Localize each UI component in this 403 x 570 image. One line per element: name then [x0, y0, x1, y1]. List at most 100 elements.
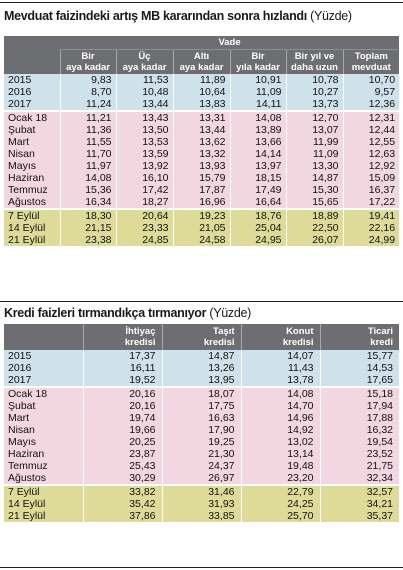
rate-cell: 19,48 — [240, 460, 320, 472]
rate-cell: 33,82 — [82, 484, 162, 498]
rate-cell: 11,89 — [172, 74, 230, 86]
table-row: 2017 19,52 13,95 13,78 17,65 — [4, 374, 399, 387]
table-row: 14 Eylül 35,42 31,93 24,25 34,21 — [4, 498, 399, 510]
rate-cell: 19,23 — [172, 208, 230, 222]
section-rule — [0, 301, 403, 302]
credit-column-header: Taşıt kredisi — [161, 324, 241, 350]
credit-rate-table: İhtiyaç kredisi Taşıt kredisi Konut kredisi Ti… — [4, 324, 399, 522]
table-row: Mayıs 20,25 19,25 13,02 19,54 — [4, 436, 399, 448]
deposit-table-body: 2015 9,83 11,53 11,89 10,91 10,78 10,70 2016 8,7… — [4, 74, 400, 246]
rate-cell: 11,24 — [59, 98, 116, 111]
deposit-title: Mevduat faizindeki artış MB kararından s… — [4, 9, 352, 23]
rate-cell: 12,44 — [342, 124, 400, 136]
row-label: 2017 — [4, 374, 83, 387]
rate-cell: 13,02 — [240, 436, 320, 448]
rate-cell: 20,64 — [115, 208, 173, 222]
rate-cell: 14,87 — [285, 172, 343, 184]
rate-cell: 18,89 — [285, 208, 343, 222]
rate-cell: 23,52 — [319, 448, 399, 460]
table-row: Mayıs 11,97 13,92 13,93 13,97 13,30 12,92 — [4, 160, 400, 172]
rate-cell: 35,42 — [82, 498, 162, 510]
rate-cell: 16,11 — [82, 362, 162, 374]
rate-cell: 21,75 — [319, 460, 399, 472]
rate-cell: 14,08 — [240, 386, 320, 400]
table-row: 2016 8,70 10,48 10,64 11,09 10,27 9,57 — [4, 86, 400, 98]
credit-column-headers: İhtiyaç kredisi Taşıt kredisi Konut kredisi Ti… — [4, 324, 399, 350]
rate-cell: 21,15 — [59, 222, 116, 234]
rate-cell: 24,25 — [240, 498, 320, 510]
table-row: Şubat 20,16 17,75 14,70 17,94 — [4, 400, 399, 412]
rate-cell: 14,70 — [240, 400, 320, 412]
rate-cell: 17,65 — [319, 374, 399, 387]
row-label: Ağustos — [4, 196, 60, 209]
deposit-title-unit: (Yüzde) — [310, 9, 352, 23]
rate-cell: 22,79 — [240, 484, 320, 498]
rate-cell: 11,09 — [285, 148, 343, 160]
rate-cell: 11,09 — [229, 86, 286, 98]
table-row: Haziran 23,87 21,30 13,14 23,52 — [4, 448, 399, 460]
deposit-column-header: Bir aya kadar — [59, 49, 116, 74]
rate-cell: 15,77 — [319, 350, 399, 362]
row-label: Ocak 18 — [4, 110, 60, 124]
deposit-column-header: Bir yıla kadar — [229, 49, 286, 74]
credit-column-header: Konut kredisi — [240, 324, 320, 350]
rate-cell: 24,58 — [172, 234, 230, 246]
table-row: Nisan 19,66 17,90 14,92 16,32 — [4, 424, 399, 436]
rate-cell: 13,30 — [285, 160, 343, 172]
deposit-corner-cell — [4, 36, 60, 74]
row-label: Haziran — [4, 448, 83, 460]
rate-cell: 24,95 — [229, 234, 286, 246]
rate-cell: 11,53 — [115, 74, 173, 86]
rate-cell: 15,18 — [319, 386, 399, 400]
rate-cell: 21,30 — [161, 448, 241, 460]
rate-cell: 14,87 — [161, 350, 241, 362]
rate-cell: 9,83 — [59, 74, 116, 86]
table-row: 21 Eylül 37,86 33,85 25,70 35,37 — [4, 510, 399, 522]
row-label: 2016 — [4, 362, 83, 374]
rate-cell: 13,78 — [240, 374, 320, 387]
rate-cell: 14,07 — [240, 350, 320, 362]
rate-cell: 13,32 — [172, 148, 230, 160]
rate-cell: 19,74 — [82, 412, 162, 424]
rate-cell: 13,44 — [172, 124, 230, 136]
top-rule — [0, 2, 403, 3]
rate-cell: 13,07 — [285, 124, 343, 136]
rate-cell: 11,70 — [59, 148, 116, 160]
rate-cell: 14,11 — [229, 98, 286, 111]
rate-cell: 24,99 — [342, 234, 400, 246]
row-label: Temmuz — [4, 184, 60, 196]
rate-cell: 13,14 — [240, 448, 320, 460]
rate-cell: 14,96 — [240, 412, 320, 424]
rate-cell: 17,49 — [229, 184, 286, 196]
rate-cell: 32,57 — [319, 484, 399, 498]
rate-cell: 33,85 — [161, 510, 241, 522]
rate-cell: 26,97 — [161, 472, 241, 485]
rate-cell: 19,66 — [82, 424, 162, 436]
row-label: 21 Eylül — [4, 234, 60, 246]
rate-cell: 17,22 — [342, 196, 400, 209]
rate-cell: 14,08 — [59, 172, 116, 184]
rate-cell: 19,54 — [319, 436, 399, 448]
credit-title-unit: (Yüzde) — [209, 306, 252, 320]
rate-cell: 10,91 — [229, 74, 286, 86]
table-row: 2015 9,83 11,53 11,89 10,91 10,78 10,70 — [4, 74, 400, 86]
rate-cell: 18,76 — [229, 208, 286, 222]
table-row: Ağustos 30,29 26,97 23,20 32,34 — [4, 472, 399, 485]
deposit-column-header: Toplam mevduat — [342, 49, 400, 74]
table-row: 2015 17,37 14,87 14,07 15,77 — [4, 350, 399, 362]
rate-cell: 23,20 — [240, 472, 320, 485]
rate-cell: 15,65 — [285, 196, 343, 209]
row-label: Nisan — [4, 148, 60, 160]
rate-cell: 22,16 — [342, 222, 400, 234]
table-row: 14 Eylül 21,15 23,33 21,05 25,04 22,50 22,16 — [4, 222, 400, 234]
table-row: Temmuz 15,36 17,42 17,87 17,49 15,30 16,37 — [4, 184, 400, 196]
row-label: Mart — [4, 412, 83, 424]
rate-cell: 10,64 — [172, 86, 230, 98]
rate-cell: 13,31 — [172, 110, 230, 124]
rate-cell: 19,41 — [342, 208, 400, 222]
rate-cell: 17,88 — [319, 412, 399, 424]
rate-cell: 11,55 — [59, 136, 116, 148]
deposit-column-header: Üç aya kadar — [115, 49, 173, 74]
rate-cell: 31,93 — [161, 498, 241, 510]
